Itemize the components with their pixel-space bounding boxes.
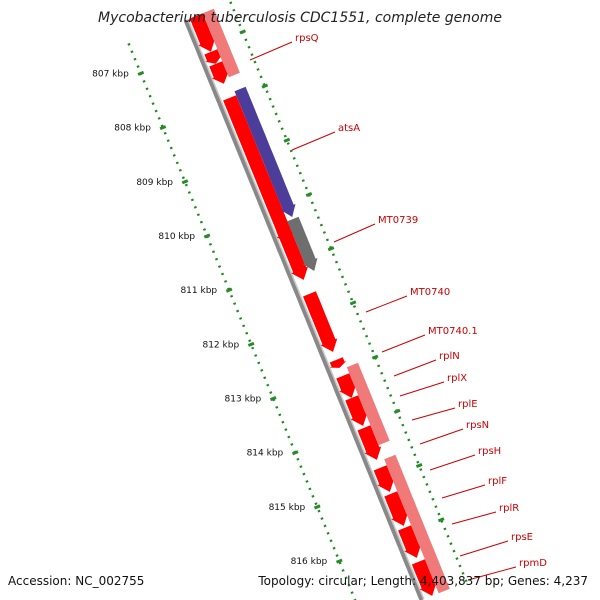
map-title: Mycobacterium tuberculosis CDC1551, comp… <box>98 10 502 26</box>
ruler-tick-label: 816 kbp <box>291 557 328 567</box>
ruler-tick-label: 815 kbp <box>269 503 306 513</box>
cds-band <box>346 362 390 446</box>
ruler-tick-inner <box>393 408 401 414</box>
gene-label: rplN <box>439 351 460 362</box>
gene-arrow <box>384 491 408 526</box>
label-leader-line <box>291 131 336 151</box>
ruler-tick <box>181 179 189 185</box>
genome-backbone <box>183 18 425 600</box>
ruler-tick-inner <box>305 191 313 198</box>
gene-arrow <box>357 425 382 460</box>
ruler-tick <box>313 504 321 510</box>
gene-arrow <box>398 525 421 558</box>
label-leader-line <box>441 484 486 499</box>
cds-band <box>202 8 240 78</box>
gene-label: rpsN <box>466 420 489 431</box>
gene-features <box>189 8 450 596</box>
gene-arrow <box>303 291 338 352</box>
ruler-tick <box>159 125 167 131</box>
gene-labels: rpsQ atsA MT0739 MT0740 MT0740.1 rplN rplX rplE… <box>249 33 547 581</box>
gene-label: rplF <box>488 476 507 487</box>
topology-text: Topology: circular; Length: 4,403,837 bp… <box>258 574 588 588</box>
gene-label: MT0739 <box>378 215 418 226</box>
ruler-tick-label: 813 kbp <box>225 395 262 405</box>
ruler-tick-inner <box>437 517 445 523</box>
gene-arrow <box>345 395 368 426</box>
gene-arrow <box>411 559 437 596</box>
label-leader-line <box>333 223 376 243</box>
gene-label: rpsE <box>511 532 533 543</box>
ruler-tick <box>291 450 299 456</box>
kbp-ruler: 807 kbp 808 kbp 809 kbp 810 kbp 811 kbp 812 k… <box>92 29 445 567</box>
gene-arrow <box>329 357 347 368</box>
label-leader-line <box>381 334 426 353</box>
ruler-tick <box>247 341 255 347</box>
gene-arrow <box>204 49 222 64</box>
ruler-tick-label: 811 kbp <box>180 286 217 296</box>
gene-label: rpmD <box>519 558 547 569</box>
gene-arrow <box>209 61 229 84</box>
gene-label: rplR <box>499 503 519 514</box>
ruler-tick-inner <box>239 29 247 35</box>
label-leader-line <box>467 566 517 581</box>
ruler-tick-inner <box>327 246 335 252</box>
ruler-tick <box>269 396 277 402</box>
ruler-tick-label: 808 kbp <box>114 124 151 134</box>
gene-arrow <box>336 373 357 398</box>
gene-label: atsA <box>338 123 360 134</box>
accession-text: Accession: NC_002755 <box>8 574 145 588</box>
gene-label: MT0740.1 <box>428 326 478 337</box>
cds-band <box>384 454 450 594</box>
ruler-tick-inner <box>349 300 357 306</box>
gene-label: MT0740 <box>410 287 450 298</box>
gene-arrow <box>373 465 395 492</box>
ruler-tick-label: 814 kbp <box>247 449 284 459</box>
ruler-tick-label: 809 kbp <box>136 178 173 188</box>
gene-label: rpsQ <box>295 33 319 44</box>
backbone-arc <box>183 19 425 600</box>
label-leader-line <box>393 359 437 377</box>
gene-label: rplE <box>458 399 478 410</box>
gene-arrow <box>189 13 216 52</box>
ruler-tick-inner <box>371 354 379 360</box>
ruler-tick <box>335 558 343 564</box>
label-leader-line <box>451 511 497 525</box>
gene-label: rplX <box>447 373 467 384</box>
ruler-tick-label: 810 kbp <box>158 232 195 242</box>
ruler-tick-label: 807 kbp <box>92 69 129 79</box>
label-leader-line <box>249 41 293 61</box>
ruler-tick-inner <box>261 83 269 89</box>
ruler-tick-inner <box>283 137 291 143</box>
label-leader-line <box>429 454 476 471</box>
gene-MT0739 <box>287 216 318 271</box>
label-leader-line <box>411 407 456 421</box>
label-leader-line <box>419 428 464 445</box>
gene-atsA <box>234 86 296 217</box>
ruler-tick <box>137 70 145 76</box>
ruler-tick-label: 812 kbp <box>202 340 239 350</box>
backbone-highlight <box>187 18 425 600</box>
label-leader-line <box>365 295 408 313</box>
ruler-tick-inner <box>415 463 423 469</box>
gene-label: rpsH <box>478 446 501 457</box>
gene-arrow <box>223 95 294 244</box>
label-leader-line <box>399 381 445 397</box>
gene-arrow <box>276 225 308 280</box>
label-leader-line <box>459 540 509 557</box>
ruler-tick <box>203 233 211 239</box>
ruler-tick <box>225 287 233 293</box>
